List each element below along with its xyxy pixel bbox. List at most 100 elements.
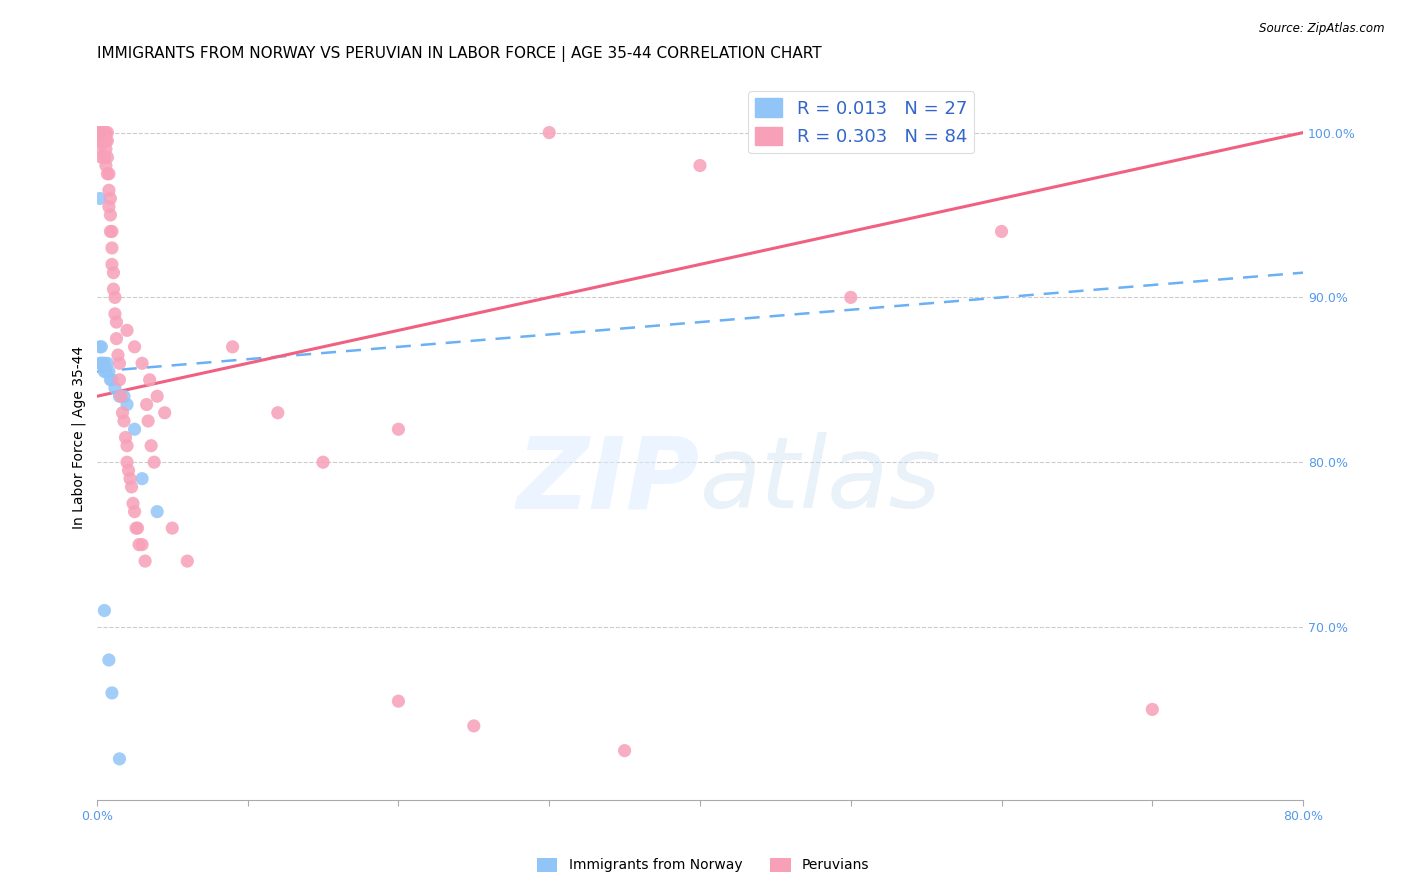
Text: ZIP: ZIP: [517, 433, 700, 530]
Point: [89, 126, 111, 140]
Point: [93, 134, 115, 148]
Point: [146, 505, 169, 519]
Point: [90, 134, 112, 148]
Point: [97, 653, 120, 667]
Text: atlas: atlas: [700, 433, 942, 530]
Point: [87, 134, 110, 148]
Text: Source: ZipAtlas.com: Source: ZipAtlas.com: [1260, 22, 1385, 36]
Point: [463, 719, 485, 733]
Point: [91, 134, 114, 148]
Point: [87, 126, 110, 140]
Point: [97, 183, 120, 197]
Point: [124, 505, 146, 519]
Point: [124, 422, 146, 436]
Point: [91, 126, 114, 140]
Point: [121, 480, 143, 494]
Point: [146, 389, 169, 403]
Point: [97, 167, 120, 181]
Point: [94, 159, 117, 173]
Point: [104, 290, 127, 304]
Point: [93, 365, 115, 379]
Point: [105, 332, 128, 346]
Point: [131, 356, 153, 370]
Point: [97, 200, 120, 214]
Point: [103, 282, 125, 296]
Point: [134, 554, 156, 568]
Point: [387, 694, 409, 708]
Point: [127, 521, 149, 535]
Point: [115, 455, 138, 469]
Point: [94, 126, 117, 140]
Point: [89, 340, 111, 354]
Point: [87, 126, 110, 140]
Point: [221, 340, 243, 354]
Point: [139, 439, 162, 453]
Point: [103, 266, 125, 280]
Point: [112, 414, 135, 428]
Point: [89, 126, 111, 140]
Point: [115, 439, 138, 453]
Point: [90, 150, 112, 164]
Point: [111, 406, 134, 420]
Point: [91, 356, 114, 370]
Point: [122, 496, 145, 510]
Point: [117, 463, 139, 477]
Point: [538, 126, 561, 140]
Point: [138, 373, 160, 387]
Point: [143, 455, 166, 469]
Point: [131, 472, 153, 486]
Point: [104, 307, 127, 321]
Point: [101, 686, 124, 700]
Point: [93, 603, 115, 617]
Point: [96, 150, 118, 164]
Point: [124, 340, 146, 354]
Point: [689, 159, 711, 173]
Point: [93, 126, 115, 140]
Point: [112, 389, 135, 403]
Point: [1142, 702, 1164, 716]
Point: [267, 406, 290, 420]
Point: [131, 538, 153, 552]
Point: [93, 150, 115, 164]
Point: [105, 315, 128, 329]
Point: [97, 365, 120, 379]
Point: [96, 126, 118, 140]
Point: [96, 134, 118, 148]
Point: [118, 472, 141, 486]
Point: [100, 224, 122, 238]
Point: [108, 373, 131, 387]
Legend: Immigrants from Norway, Peruvians: Immigrants from Norway, Peruvians: [531, 852, 875, 878]
Y-axis label: In Labor Force | Age 35-44: In Labor Force | Age 35-44: [72, 346, 86, 529]
Point: [125, 521, 148, 535]
Point: [100, 208, 122, 222]
Point: [90, 126, 112, 140]
Point: [87, 126, 110, 140]
Point: [107, 348, 129, 362]
Point: [108, 389, 131, 403]
Point: [93, 356, 115, 370]
Point: [613, 744, 636, 758]
Point: [90, 356, 112, 370]
Point: [101, 257, 124, 271]
Point: [312, 455, 335, 469]
Point: [100, 192, 122, 206]
Point: [90, 340, 112, 354]
Point: [104, 381, 127, 395]
Point: [108, 752, 131, 766]
Point: [115, 397, 138, 411]
Point: [162, 521, 184, 535]
Point: [128, 538, 150, 552]
Point: [94, 365, 117, 379]
Point: [87, 126, 110, 140]
Point: [87, 126, 110, 140]
Point: [100, 373, 122, 387]
Point: [110, 389, 132, 403]
Text: IMMIGRANTS FROM NORWAY VS PERUVIAN IN LABOR FORCE | AGE 35-44 CORRELATION CHART: IMMIGRANTS FROM NORWAY VS PERUVIAN IN LA…: [97, 46, 821, 62]
Point: [94, 142, 117, 156]
Point: [89, 126, 111, 140]
Point: [101, 373, 124, 387]
Point: [115, 323, 138, 337]
Point: [89, 142, 111, 156]
Point: [176, 554, 198, 568]
Point: [153, 406, 176, 420]
